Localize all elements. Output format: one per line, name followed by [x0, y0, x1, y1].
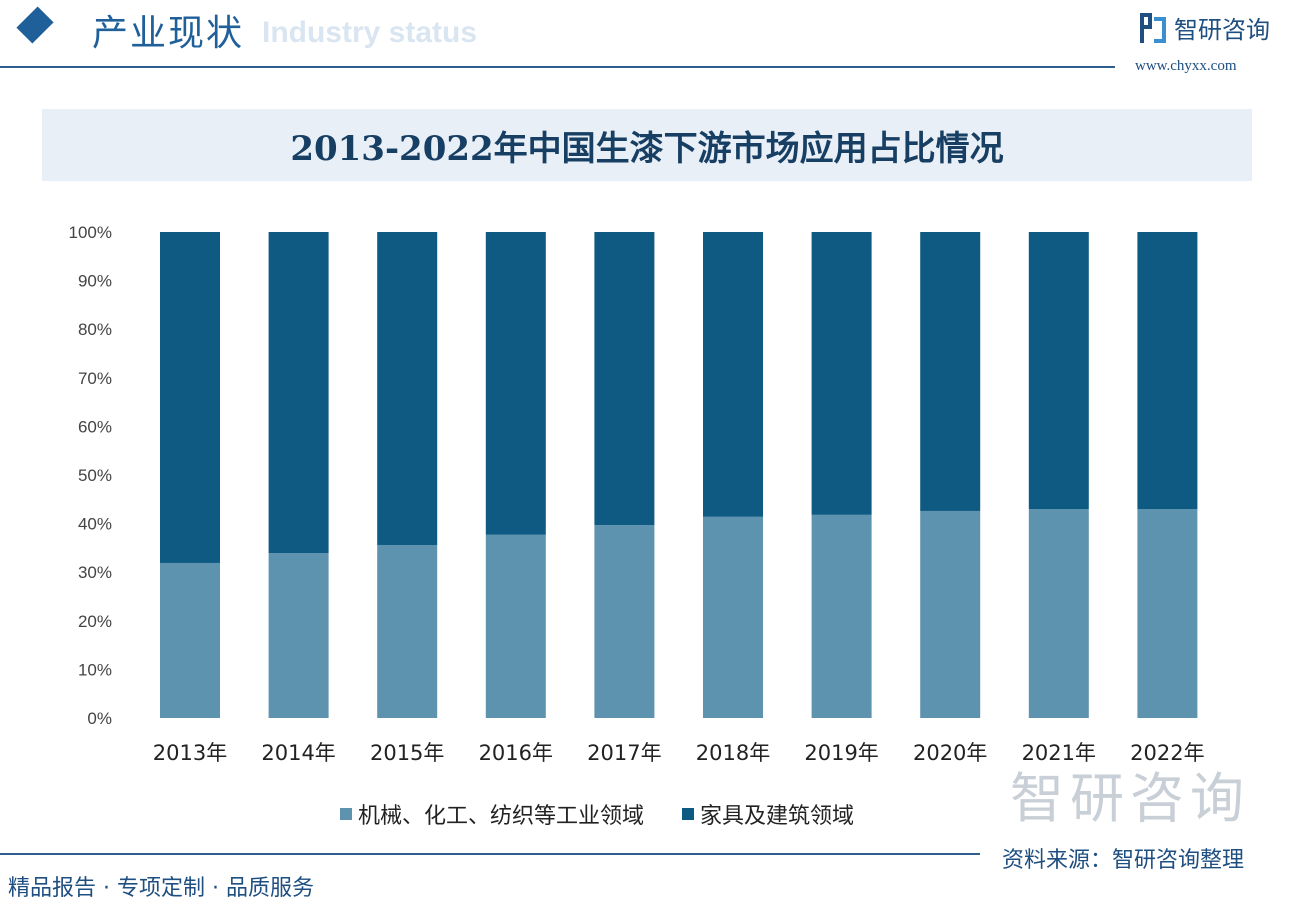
- y-tick-label: 60%: [78, 417, 112, 436]
- y-tick-label: 100%: [69, 223, 112, 242]
- bar-furniture: [160, 232, 220, 563]
- y-tick-label: 20%: [78, 612, 112, 631]
- header-subtitle: Industry status: [262, 16, 478, 49]
- source-note: 资料来源：智研咨询整理: [1002, 848, 1245, 873]
- y-tick-label: 70%: [78, 369, 112, 388]
- bar-furniture: [377, 232, 438, 545]
- legend-swatch: [340, 808, 352, 820]
- footer-divider: [0, 853, 980, 855]
- y-tick-label: 90%: [78, 272, 112, 291]
- bar-industrial: [594, 525, 655, 718]
- brand-name: 智研咨询: [1174, 16, 1270, 44]
- bar-industrial: [811, 514, 872, 718]
- bar-industrial: [703, 516, 763, 718]
- header-title: 产业现状: [92, 13, 245, 54]
- chart-title: 2013-2022年中国生漆下游市场应用占比情况: [290, 128, 1004, 169]
- chart-title-bar: 2013-2022年中国生漆下游市场应用占比情况: [42, 109, 1252, 181]
- x-tick-label: 2015年: [370, 741, 444, 765]
- x-tick-label: 2013年: [153, 741, 227, 765]
- x-tick-label: 2021年: [1022, 741, 1096, 765]
- bar-furniture: [1028, 232, 1089, 510]
- bar-furniture: [1137, 232, 1198, 510]
- legend-swatch: [682, 808, 695, 820]
- y-tick-label: 50%: [78, 466, 112, 485]
- legend-label: 机械、化工、纺织等工业领域: [358, 804, 645, 829]
- bar-industrial: [485, 534, 546, 718]
- brand-url: www.chyxx.com: [1135, 58, 1237, 74]
- y-tick-label: 0%: [87, 709, 112, 728]
- bar-furniture: [268, 232, 329, 554]
- bar-industrial: [920, 510, 981, 718]
- bar-furniture: [811, 232, 872, 515]
- legend-item-industrial: 机械、化工、纺织等工业领域: [340, 798, 644, 830]
- y-tick-label: 40%: [78, 515, 112, 534]
- bar-industrial: [1028, 509, 1089, 718]
- bar-furniture: [594, 232, 655, 526]
- x-tick-label: 2016年: [479, 741, 553, 765]
- bar-industrial: [1137, 509, 1198, 718]
- x-tick-label: 2014年: [261, 741, 335, 765]
- brand-logo-icon: [1140, 12, 1166, 43]
- bar-industrial: [268, 553, 329, 718]
- watermark: 智研咨询: [1010, 767, 1250, 830]
- x-tick-label: 2019年: [804, 741, 878, 765]
- legend-label: 家具及建筑领域: [700, 804, 855, 829]
- bar-industrial: [160, 562, 220, 718]
- bar-industrial: [377, 544, 438, 718]
- stacked-bar-chart: 0% 10% 20% 30% 40% 50% 60% 70% 80% 90% 100% 2013年 20…: [69, 223, 1205, 765]
- x-tick-label: 2020年: [913, 741, 987, 765]
- y-tick-label: 80%: [78, 320, 112, 339]
- x-tick-label: 2017年: [587, 741, 661, 765]
- bar-furniture: [485, 232, 546, 535]
- header-divider: [0, 66, 1115, 68]
- legend: 机械、化工、纺织等工业领域 家具及建筑领域: [340, 798, 854, 830]
- legend-item-furniture: 家具及建筑领域: [682, 798, 854, 830]
- bar-furniture: [703, 232, 763, 517]
- brand: 智研咨询: [1140, 10, 1270, 45]
- bar-furniture: [920, 232, 981, 511]
- y-tick-label: 10%: [78, 660, 112, 679]
- x-tick-label: 2022年: [1130, 741, 1204, 765]
- x-tick-label: 2018年: [696, 741, 770, 765]
- slogan: 精品报告 · 专项定制 · 品质服务: [8, 876, 314, 901]
- y-tick-label: 30%: [78, 563, 112, 582]
